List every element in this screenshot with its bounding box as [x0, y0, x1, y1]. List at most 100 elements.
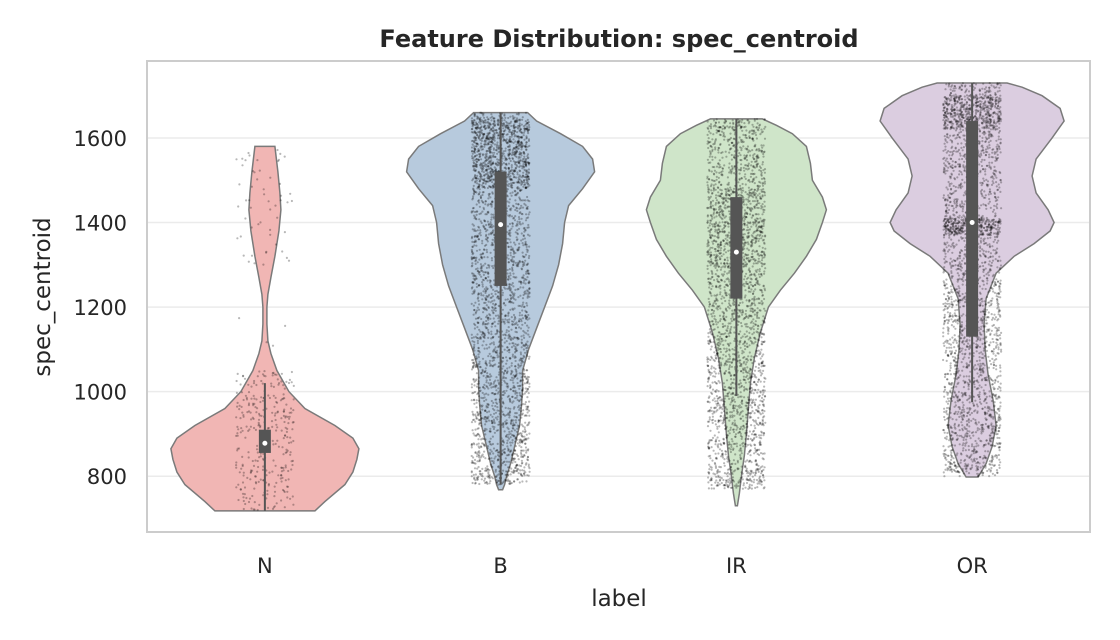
strip-point [524, 204, 527, 207]
strip-point [508, 333, 511, 336]
strip-point [525, 408, 528, 411]
strip-point [513, 386, 516, 389]
strip-point [508, 482, 511, 485]
strip-point [717, 243, 720, 246]
strip-point [507, 330, 510, 333]
strip-point [479, 445, 483, 448]
strip-point [508, 238, 511, 241]
strip-point [514, 243, 517, 246]
strip-point [508, 410, 512, 413]
strip-point [511, 379, 514, 382]
strip-point [471, 155, 474, 158]
strip-point [281, 488, 285, 492]
strip-point [492, 217, 495, 220]
strip-point [521, 174, 525, 177]
strip-point [742, 371, 745, 374]
strip-point [282, 410, 285, 413]
strip-point [266, 489, 269, 492]
strip-point [475, 443, 478, 446]
strip-point [508, 366, 511, 369]
strip-point [747, 316, 750, 319]
strip-point [504, 156, 507, 160]
strip-point [290, 381, 293, 384]
strip-point [475, 235, 478, 238]
strip-point [487, 138, 490, 141]
strip-point [717, 348, 720, 351]
strip-point [707, 313, 710, 316]
strip-point [708, 130, 711, 133]
strip-point [525, 135, 528, 138]
strip-point [511, 370, 514, 373]
strip-point [525, 127, 529, 130]
strip-point [511, 457, 514, 460]
strip-point [280, 480, 283, 483]
strip-point [490, 459, 494, 463]
strip-point [477, 293, 481, 296]
strip-point [722, 405, 725, 408]
strip-point [743, 175, 746, 178]
strip-point [523, 375, 527, 378]
strip-point [490, 159, 493, 162]
strip-point [271, 411, 274, 414]
strip-point [506, 370, 509, 373]
strip-point [516, 344, 519, 347]
strip-point [524, 321, 527, 325]
strip-point [477, 299, 480, 302]
strip-point [519, 260, 522, 263]
strip-point [517, 112, 520, 115]
strip-point [519, 473, 523, 476]
strip-point [526, 233, 530, 236]
strip-point [474, 262, 477, 265]
strip-point [490, 164, 493, 167]
strip-point [481, 163, 484, 166]
strip-point [497, 381, 500, 384]
strip-point [486, 316, 489, 319]
strip-point [487, 157, 490, 160]
strip-point [490, 213, 493, 216]
strip-point [516, 391, 519, 394]
strip-point [477, 454, 481, 457]
strip-point [489, 279, 492, 283]
strip-point [730, 463, 733, 466]
strip-point [482, 252, 485, 255]
strip-point [292, 384, 295, 387]
strip-point [479, 412, 482, 415]
strip-point [496, 119, 499, 122]
strip-point [528, 421, 531, 424]
strip-point [733, 373, 736, 377]
strip-point [762, 144, 765, 147]
strip-point [475, 417, 478, 420]
strip-point [490, 375, 493, 378]
strip-point [258, 414, 261, 417]
strip-point [471, 481, 474, 485]
strip-point [249, 478, 252, 481]
strip-point [477, 432, 480, 435]
strip-point [743, 285, 746, 288]
strip-point [483, 443, 486, 447]
strip-point [473, 137, 477, 140]
strip-point [522, 171, 525, 174]
strip-point [255, 398, 258, 401]
strip-point [522, 281, 525, 284]
strip-point [746, 401, 749, 405]
strip-point [502, 441, 506, 444]
strip-point [481, 437, 484, 440]
strip-point [761, 235, 764, 238]
strip-point [524, 442, 527, 445]
strip-point [510, 135, 513, 138]
strip-point [485, 420, 488, 423]
strip-point [284, 426, 287, 429]
strip-point [733, 400, 737, 403]
strip-point [513, 449, 517, 452]
strip-point [509, 441, 512, 444]
strip-point [472, 281, 475, 284]
strip-point [514, 317, 517, 320]
strip-point [475, 176, 478, 180]
strip-point [492, 178, 496, 181]
strip-point [236, 425, 239, 428]
strip-point [280, 417, 283, 420]
strip-point [762, 211, 765, 214]
strip-point [489, 185, 492, 189]
strip-point [474, 165, 477, 168]
strip-point [502, 162, 505, 165]
